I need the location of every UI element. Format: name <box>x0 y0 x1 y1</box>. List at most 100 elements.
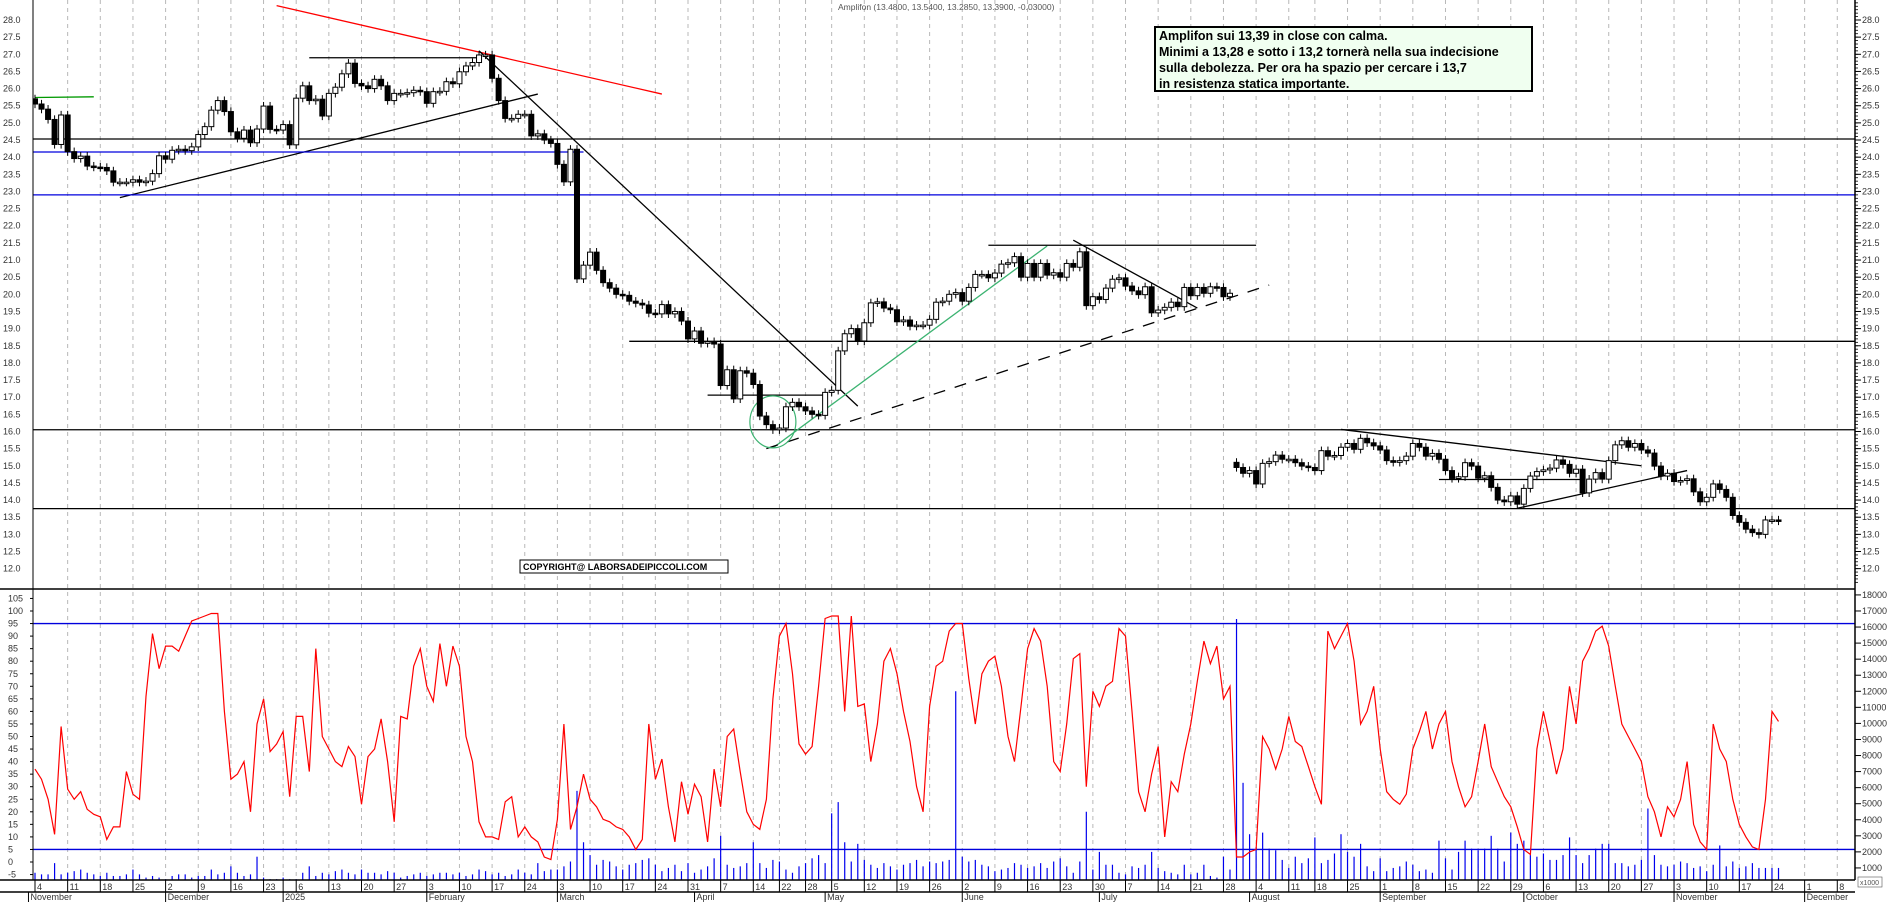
candle-body <box>469 62 476 67</box>
candle <box>1285 455 1292 464</box>
x-day-label: 9 <box>200 882 205 892</box>
candle-body <box>1762 519 1769 535</box>
candle-body <box>1011 256 1018 264</box>
candle-body <box>730 369 737 400</box>
candle-body <box>1416 442 1423 448</box>
candle <box>1475 461 1482 483</box>
x-month-label: February <box>429 892 466 902</box>
price-axis-label-right: 14.5 <box>1862 478 1880 488</box>
candle <box>1168 298 1175 312</box>
candle-body <box>776 427 783 431</box>
candle-body <box>286 124 293 146</box>
candle <box>789 398 796 411</box>
candle <box>1200 283 1207 298</box>
candle-body <box>717 343 724 387</box>
candle <box>1527 471 1534 493</box>
copyright-text: COPYRIGHT@ LABORSADEIPICCOLI.COM <box>523 562 707 572</box>
price-axis-label-left: 18.5 <box>3 341 21 351</box>
candle <box>1592 468 1599 484</box>
price-axis-label-left: 23.0 <box>3 186 21 196</box>
price-axis-label-right: 17.0 <box>1862 392 1880 402</box>
x-day-label: 8 <box>1415 882 1420 892</box>
candle-body <box>1083 251 1090 307</box>
candle-body <box>1599 472 1606 480</box>
candle-body <box>1625 440 1632 448</box>
candle-body <box>573 148 580 280</box>
candle <box>358 79 365 90</box>
candle-body <box>358 82 365 87</box>
candle-body <box>1109 278 1116 289</box>
x-month-label: 2025 <box>285 892 305 902</box>
price-axis-label-left: 14.0 <box>3 495 21 505</box>
candle-body <box>1351 442 1358 450</box>
candle <box>1070 259 1077 272</box>
candle-body <box>423 91 430 104</box>
candle <box>280 120 287 135</box>
candle-body <box>1187 286 1194 297</box>
candle <box>880 297 887 313</box>
candle <box>489 50 496 83</box>
candle <box>208 106 215 131</box>
candle-body <box>534 133 541 137</box>
candle-body <box>515 113 522 119</box>
candle-body <box>939 300 946 304</box>
candle-body <box>110 170 117 183</box>
candle <box>685 316 691 344</box>
x-day-label: 4 <box>1258 882 1263 892</box>
candle <box>528 110 535 141</box>
candle-body <box>1181 286 1188 308</box>
candle-body <box>1703 496 1710 503</box>
price-axis-label-left: 24.5 <box>3 135 21 145</box>
volume-axis-label: 5000 <box>1862 799 1882 809</box>
candle-body <box>1031 262 1038 278</box>
candle <box>1246 466 1253 478</box>
candle-body <box>97 166 104 170</box>
candle-body <box>384 85 391 102</box>
x-day-label: 25 <box>135 882 145 892</box>
candle <box>1259 459 1266 489</box>
candle <box>1272 451 1279 466</box>
candle <box>77 152 84 163</box>
price-axis-label-left: 25.0 <box>3 118 21 128</box>
candle <box>769 420 776 434</box>
candle <box>1370 438 1377 450</box>
price-axis-label-right: 26.0 <box>1862 84 1880 94</box>
candle <box>763 411 770 429</box>
candle <box>1233 458 1240 472</box>
trendline <box>119 93 538 199</box>
copyright-border <box>519 559 729 574</box>
price-axis-label-right: 19.0 <box>1862 324 1880 334</box>
x-day-label: 28 <box>1225 882 1235 892</box>
candle <box>1546 464 1553 474</box>
candle <box>33 94 38 109</box>
x-month-label: August <box>1252 892 1281 902</box>
candle-body <box>143 180 150 184</box>
candle <box>1096 292 1103 304</box>
candle <box>1403 452 1410 465</box>
candle-body <box>1540 469 1547 473</box>
candle <box>306 81 313 105</box>
candle-body <box>933 301 940 320</box>
candle <box>1560 455 1567 469</box>
price-axis-label-left: 26.0 <box>3 84 21 94</box>
candle <box>1716 479 1723 494</box>
candle <box>1213 282 1220 292</box>
candle <box>1677 476 1684 486</box>
candle <box>1298 458 1305 471</box>
candle <box>521 110 528 119</box>
x-day-label: 19 <box>899 882 909 892</box>
x-day-label: 25 <box>1350 882 1360 892</box>
price-panel <box>33 4 1855 539</box>
candle <box>841 329 848 356</box>
candle <box>1377 441 1384 455</box>
candle-body <box>312 98 319 102</box>
candle-body <box>175 148 182 152</box>
candle-body <box>1671 472 1678 483</box>
x-day-label: 6 <box>298 882 303 892</box>
candle-body <box>685 320 691 340</box>
candle <box>645 300 652 318</box>
price-axis-label-left: 14.5 <box>3 478 21 488</box>
volume-axis-label: 16000 <box>1862 622 1887 632</box>
candle-body <box>1253 470 1260 485</box>
price-axis-label-right: 18.5 <box>1862 341 1880 351</box>
